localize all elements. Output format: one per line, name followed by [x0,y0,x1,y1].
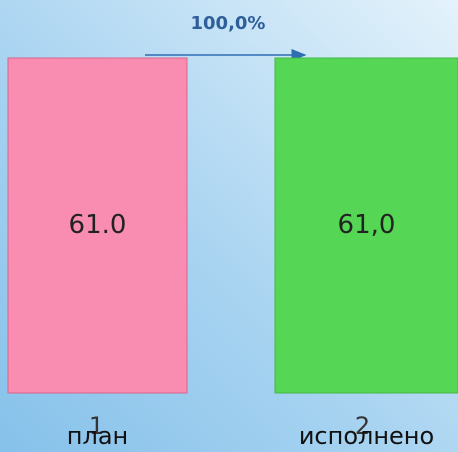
category-number: 1 [89,412,104,440]
annotation: 100,0% [191,13,266,34]
bar [274,57,458,394]
category-number: 2 [355,412,370,440]
value-label: 61,0 [338,210,396,240]
bar [7,57,188,394]
category-label: план [67,422,128,450]
value-label: 61.0 [69,210,127,240]
category-label: исполнено [299,422,434,450]
